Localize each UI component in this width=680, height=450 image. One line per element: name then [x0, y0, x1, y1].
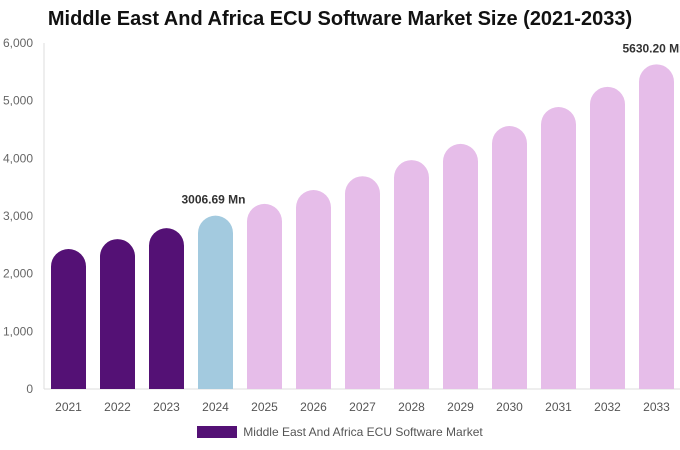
- bar-2033: [639, 64, 674, 389]
- y-tick-label: 2,000: [3, 267, 33, 281]
- bar-2025: [247, 203, 282, 389]
- bar-chart: 0 1,000 2,000 3,000 4,000 5,000 6,000 2021 2022 2…: [3, 36, 680, 414]
- y-tick-label: 1,000: [3, 324, 33, 338]
- x-tick-label: 2021: [55, 400, 82, 414]
- legend-label: Middle East And Africa ECU Software Mark…: [243, 425, 483, 439]
- bar-2022: [100, 239, 135, 389]
- bar-2032: [590, 86, 625, 390]
- bar-2028: [394, 160, 429, 389]
- data-label-2033: 5630.20 Mn: [622, 41, 680, 55]
- bar-2026: [296, 190, 331, 389]
- data-label-2024: 3006.69 Mn: [181, 193, 245, 207]
- bar-2029: [443, 143, 478, 389]
- x-tick-label: 2032: [594, 400, 621, 414]
- legend: Middle East And Africa ECU Software Mark…: [0, 425, 680, 439]
- y-tick-label: 6,000: [3, 36, 33, 50]
- bar-2030: [492, 126, 527, 389]
- bar-2031: [541, 107, 576, 389]
- x-tick-label: 2031: [545, 400, 572, 414]
- bar-2021: [51, 248, 86, 389]
- x-tick-label: 2030: [496, 400, 523, 414]
- x-tick-label: 2027: [349, 400, 376, 414]
- bar-2027: [345, 176, 380, 389]
- x-tick-label: 2025: [251, 400, 278, 414]
- x-tick-label: 2023: [153, 400, 180, 414]
- x-tick-label: 2022: [104, 400, 131, 414]
- x-tick-label: 2024: [202, 400, 229, 414]
- y-tick-label: 4,000: [3, 151, 33, 165]
- x-tick-label: 2028: [398, 400, 425, 414]
- y-tick-label: 5,000: [3, 94, 33, 108]
- y-tick-label: 3,000: [3, 209, 33, 223]
- y-tick-label: 0: [26, 382, 33, 396]
- chart-title: Middle East And Africa ECU Software Mark…: [47, 8, 633, 30]
- x-tick-label: 2026: [300, 400, 327, 414]
- x-tick-label: 2033: [643, 400, 670, 414]
- legend-swatch: [197, 426, 238, 438]
- bar-2024: [198, 215, 233, 389]
- x-tick-label: 2029: [447, 400, 474, 414]
- bar-2023: [149, 228, 184, 389]
